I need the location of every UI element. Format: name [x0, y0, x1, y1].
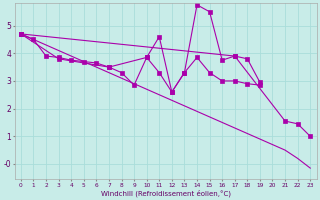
X-axis label: Windchill (Refroidissement éolien,°C): Windchill (Refroidissement éolien,°C): [100, 189, 230, 197]
